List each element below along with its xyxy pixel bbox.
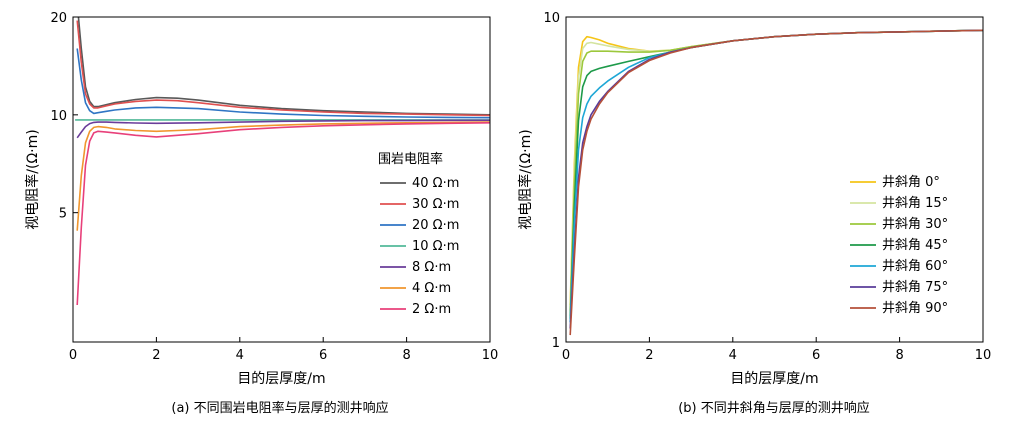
panel-a-plot-frame xyxy=(72,16,491,343)
panel-a-legend-label-1: 30 Ω·m xyxy=(412,197,459,212)
panel-a-ytick-label-0: 5 xyxy=(59,207,67,222)
panel-a-xtick-label-4: 8 xyxy=(402,348,410,363)
panel-a-legend-label-4: 8 Ω·m xyxy=(412,260,451,275)
panel-b-plot-frame xyxy=(565,16,984,343)
panel-b-xtick-label-0: 0 xyxy=(562,348,570,363)
panel-b-x-axis-title: 目的层厚度/m xyxy=(730,371,818,387)
panel-b-xtick-label-1: 2 xyxy=(645,348,653,363)
panel-a-xtick-label-1: 2 xyxy=(152,348,160,363)
panel-b-series-line-6 xyxy=(569,29,983,336)
panel-b-xtick-label-5: 10 xyxy=(975,348,992,363)
panel-b-legend-label-3: 井斜角 45° xyxy=(882,238,948,253)
panel-a-y-axis-title: 视电阻率/(Ω·m) xyxy=(24,129,41,229)
panel-b-legend-label-0: 井斜角 0° xyxy=(882,175,940,190)
panel-b-xtick-label-2: 4 xyxy=(729,348,737,363)
panel-b-caption: (b) 不同井斜角与层厚的测井响应 xyxy=(678,400,870,416)
panel-a-xtick-label-3: 6 xyxy=(319,348,327,363)
panel-b-xtick-label-3: 6 xyxy=(812,348,820,363)
panel-b-xtick-label-4: 8 xyxy=(895,348,903,363)
panel-b-ytick-label-0: 1 xyxy=(552,336,560,351)
panel-a-series-line-2 xyxy=(76,48,490,119)
panel-b-y-axis-title: 视电阻率/(Ω·m) xyxy=(517,129,534,229)
panel-a-xtick-label-2: 4 xyxy=(236,348,244,363)
panel-a-xtick-label-5: 10 xyxy=(482,348,499,363)
panel-a-legend-label-5: 4 Ω·m xyxy=(412,281,451,296)
panel-a-ytick-label-1: 10 xyxy=(50,109,67,124)
panel-a-series-line-6 xyxy=(76,122,490,306)
panel-a-legend-label-3: 10 Ω·m xyxy=(412,239,459,254)
panel-a-legend-title: 围岩电阻率 xyxy=(378,151,443,167)
panel-a-series-line-5 xyxy=(76,121,490,231)
panel-a-x-axis-title: 目的层厚度/m xyxy=(237,371,325,387)
panel-a-series-line-0 xyxy=(77,17,490,116)
panel-a-caption: (a) 不同围岩电阻率与层厚的测井响应 xyxy=(171,400,388,416)
panel-a-series-line-1 xyxy=(76,20,490,117)
panel-a-xtick-label-0: 0 xyxy=(69,348,77,363)
panel-a-ytick-label-2: 20 xyxy=(50,11,67,26)
panel-a-legend-label-0: 40 Ω·m xyxy=(412,176,459,191)
panel-b-legend-label-6: 井斜角 90° xyxy=(882,301,948,316)
panel-b-legend-label-2: 井斜角 30° xyxy=(882,217,948,232)
panel-b-ytick-label-1: 10 xyxy=(543,11,560,26)
panel-b-legend-label-5: 井斜角 75° xyxy=(882,280,948,295)
panel-a-legend-label-6: 2 Ω·m xyxy=(412,302,451,317)
panel-b-legend-label-4: 井斜角 60° xyxy=(882,259,948,274)
panel-a-series-line-4 xyxy=(76,119,490,139)
panel-b-legend-label-1: 井斜角 15° xyxy=(882,196,948,211)
panel-a-legend-label-2: 20 Ω·m xyxy=(412,218,459,233)
